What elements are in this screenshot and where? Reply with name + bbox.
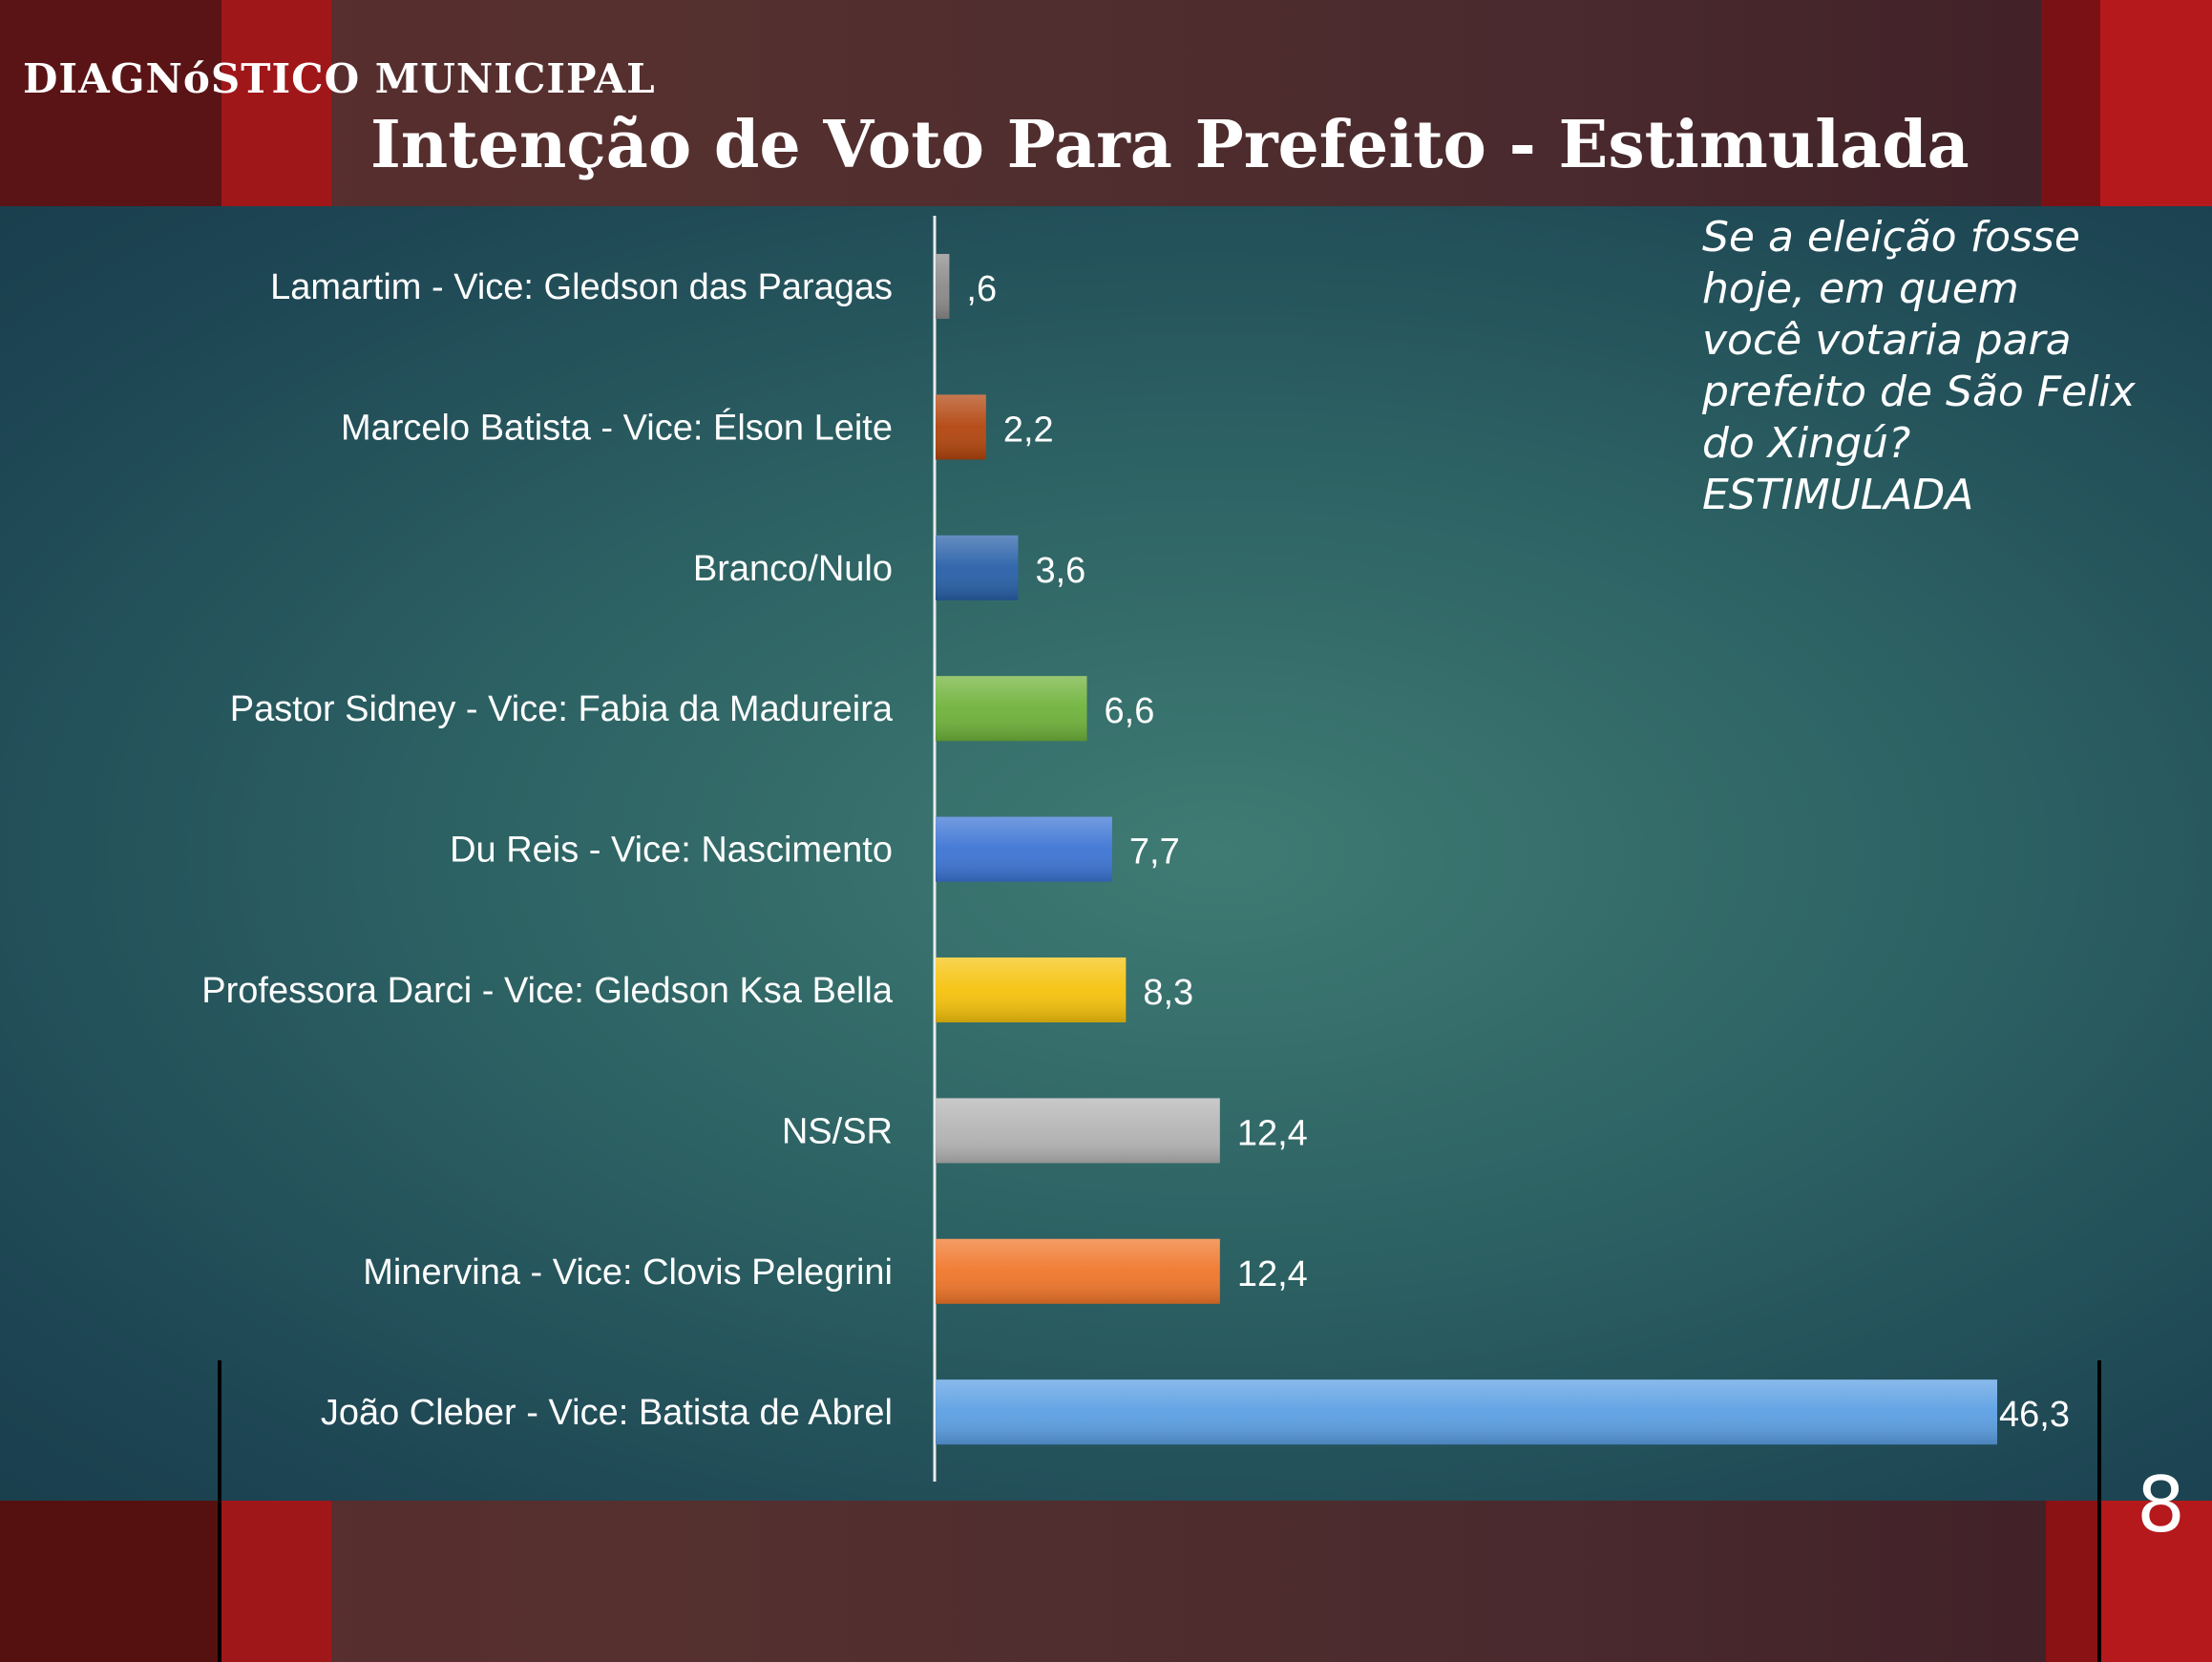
divider-line-left — [218, 1360, 221, 1662]
footer-accent-red-left — [221, 1501, 331, 1662]
category-label-1: Marcelo Batista - Vice: Élson Leite — [341, 407, 893, 448]
page-title: Intenção de Voto Para Prefeito - Estimul… — [370, 107, 1970, 183]
bar-shine-8 — [936, 1379, 1997, 1445]
bar-shine-6 — [936, 1098, 1220, 1164]
footer-accent-dark-right — [2046, 1501, 2098, 1662]
category-label-5: Professora Darci - Vice: Gledson Ksa Bel… — [201, 971, 894, 1011]
footer-bar — [0, 1501, 2212, 1662]
bar-shine-3 — [936, 676, 1087, 742]
bar-shine-2 — [936, 535, 1019, 600]
footer-accent-dark-left — [0, 1501, 221, 1662]
bar-shine-0 — [936, 254, 950, 319]
bar-shine-1 — [936, 394, 986, 460]
data-label-8: 46,3 — [1999, 1395, 2070, 1435]
data-label-3: 6,6 — [1105, 691, 1155, 731]
footer-accent-red-right — [2098, 1501, 2212, 1662]
data-label-4: 7,7 — [1129, 832, 1180, 873]
category-label-6: NS/SR — [782, 1111, 893, 1151]
category-label-7: Minervina - Vice: Clovis Pelegrini — [363, 1252, 893, 1293]
header-accent-dark-right — [2041, 0, 2100, 206]
bar-shine-5 — [936, 957, 1127, 1022]
header-accent-dark-left — [0, 0, 221, 206]
bar-shine-4 — [936, 816, 1112, 882]
category-label-8: João Cleber - Vice: Batista de Abrel — [321, 1393, 893, 1433]
data-label-0: ,6 — [966, 269, 997, 309]
data-label-6: 12,4 — [1237, 1113, 1308, 1153]
data-label-1: 2,2 — [1003, 410, 1054, 450]
survey-question: Se a eleição fosse hoje, em quem você vo… — [1702, 213, 2136, 519]
bar-shine-7 — [936, 1238, 1220, 1304]
data-label-2: 3,6 — [1035, 551, 1085, 591]
header-accent-red-right — [2100, 0, 2212, 206]
category-label-3: Pastor Sidney - Vice: Fabia da Madureira — [230, 689, 894, 729]
page-number: 8 — [2137, 1461, 2185, 1549]
data-label-7: 12,4 — [1237, 1254, 1308, 1294]
header-accent-red-left — [221, 0, 331, 206]
category-label-0: Lamartim - Vice: Gledson das Paragas — [270, 267, 893, 307]
header-bar: DIAGNóSTICO MUNICIPAL Intenção de Voto P… — [0, 0, 2212, 206]
data-label-5: 8,3 — [1143, 973, 1193, 1013]
divider-line-right — [2097, 1360, 2101, 1662]
category-label-2: Branco/Nulo — [693, 549, 893, 589]
category-label-4: Du Reis - Vice: Nascimento — [450, 831, 893, 871]
section-subtitle: DIAGNóSTICO MUNICIPAL — [23, 55, 656, 102]
